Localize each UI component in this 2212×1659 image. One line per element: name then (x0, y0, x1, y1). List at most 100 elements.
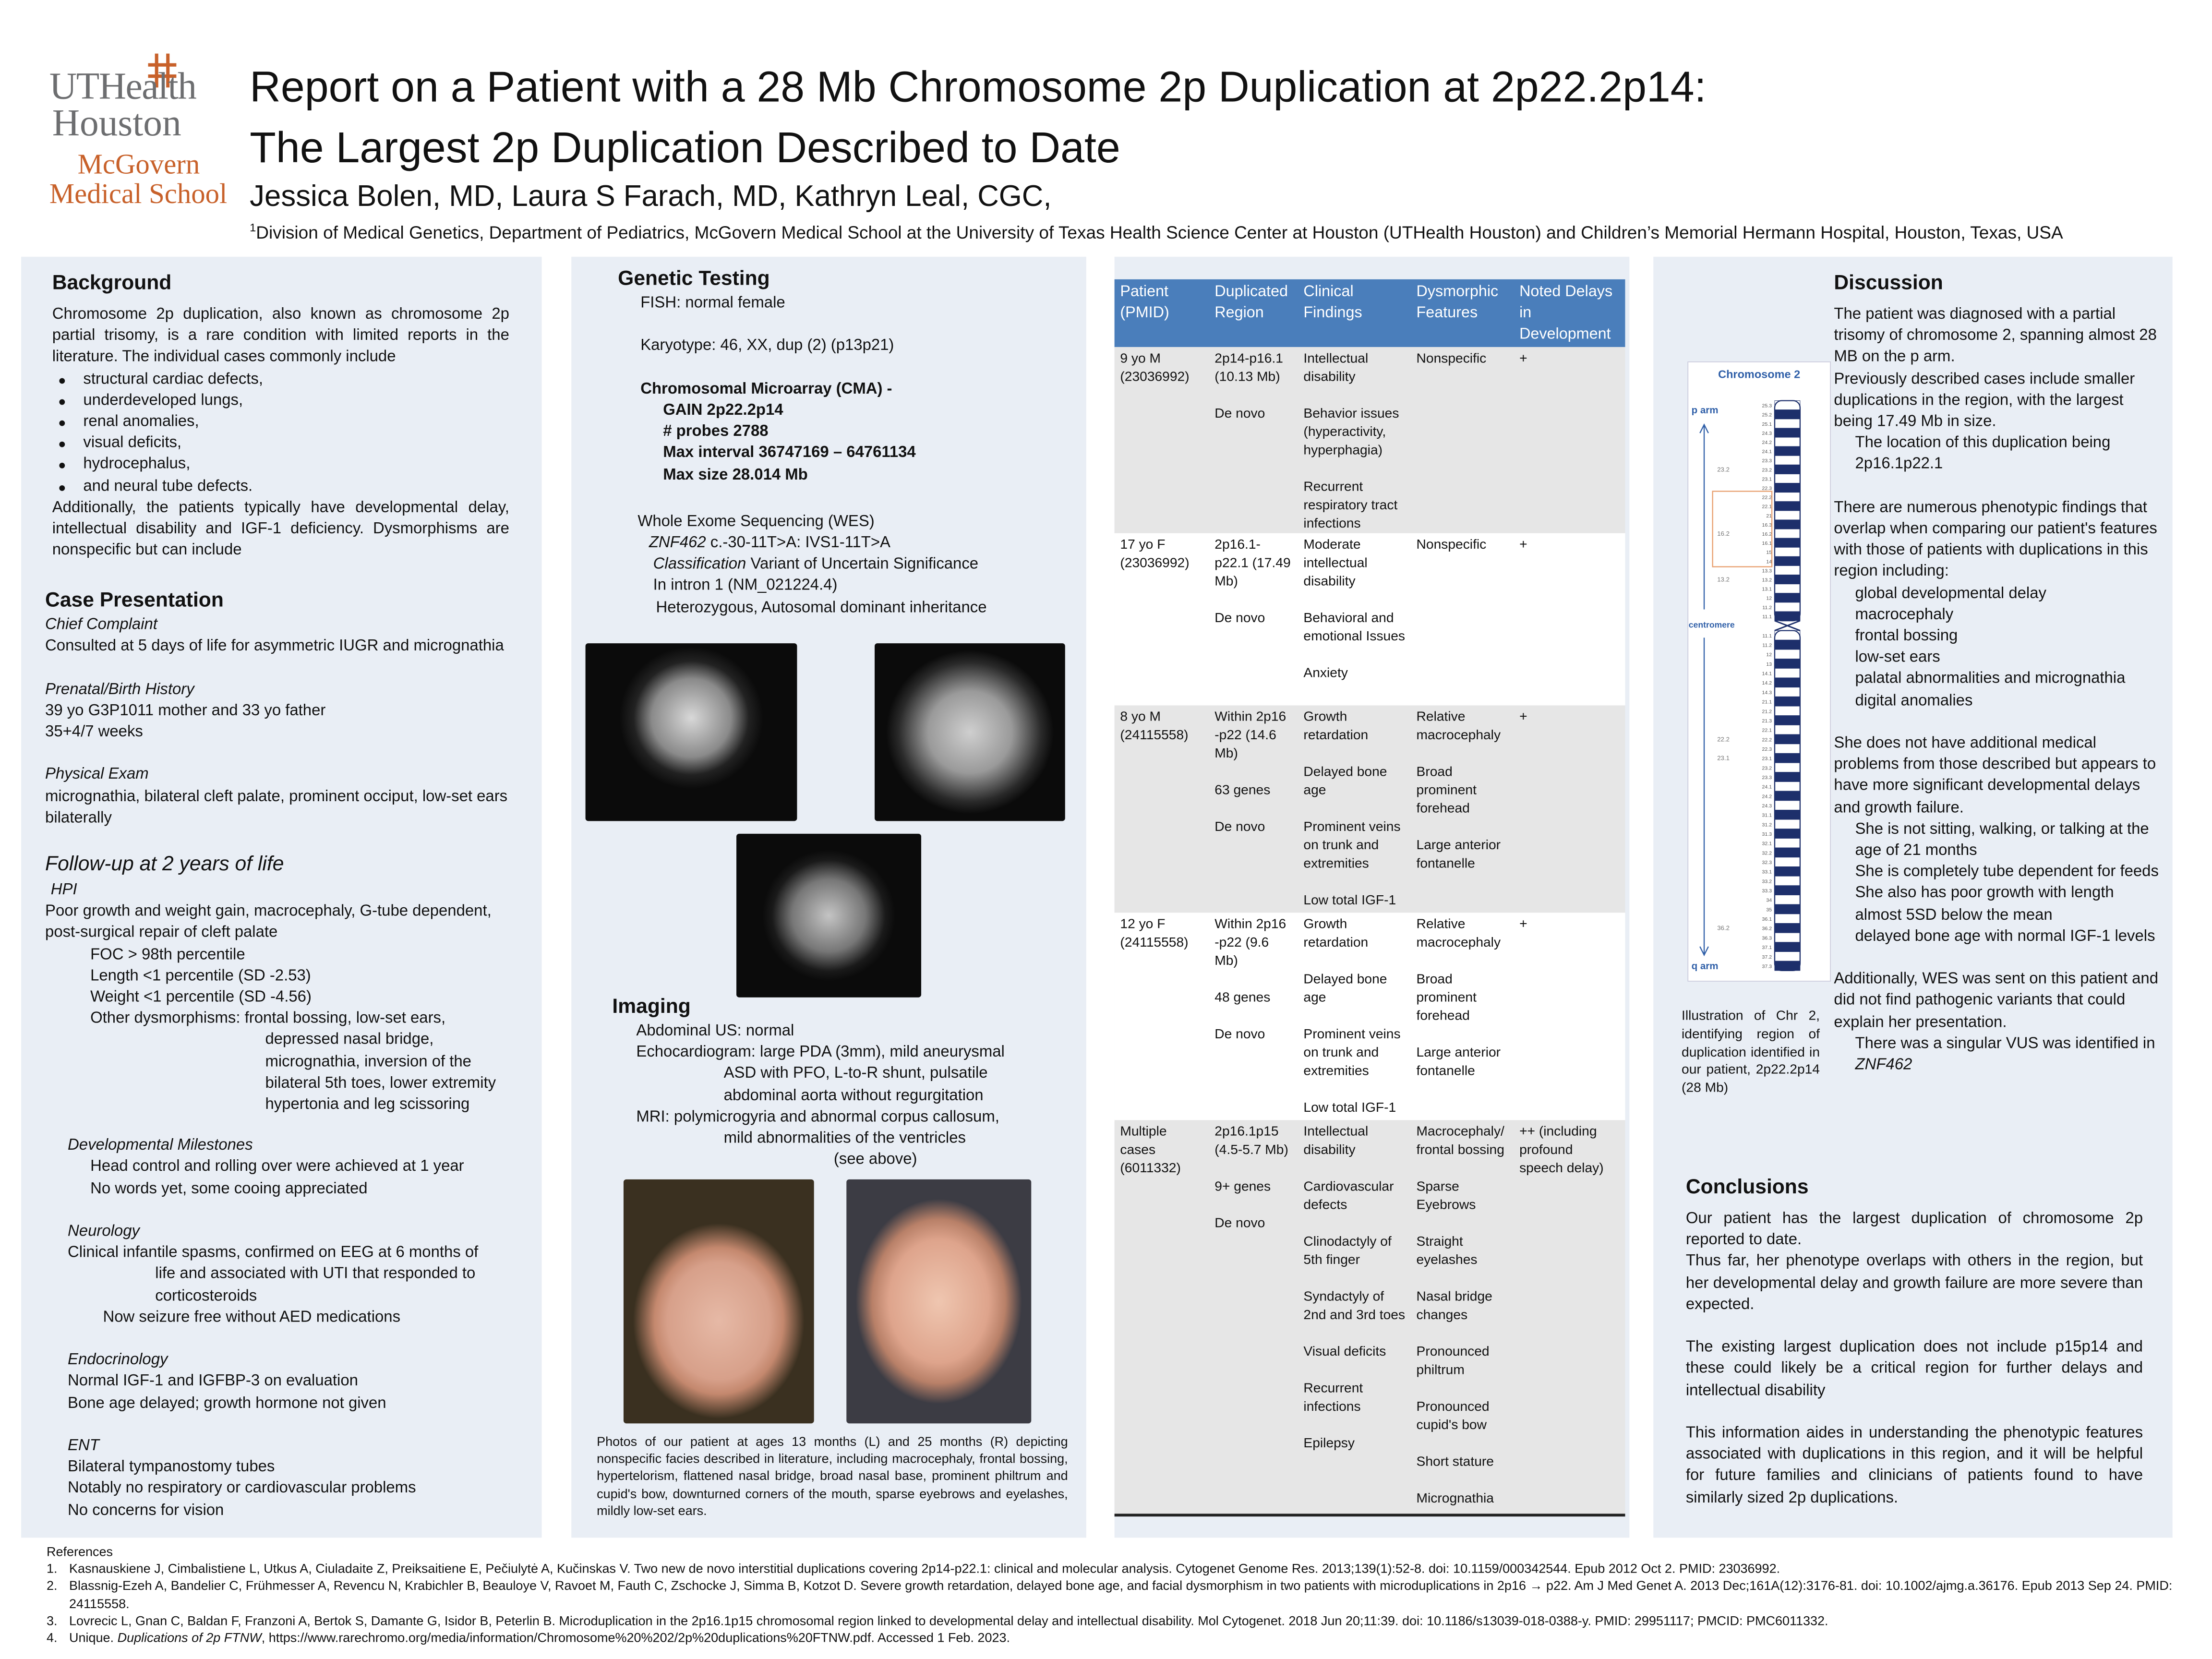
cell-text: 2p16.1p15 (4.5-5.7 Mb) (1214, 1124, 1288, 1158)
band-label: 31.2 (1762, 822, 1772, 828)
heading: Background (52, 272, 172, 295)
cell-text: 2p14-p16.1 (10.13 Mb) (1214, 351, 1283, 385)
block: Background Chromosome 2p duplication, al… (52, 269, 509, 562)
chromosome-band (1774, 809, 1801, 820)
bullet-item: hydrocephalus, (52, 455, 509, 477)
heading: Follow-up at 2 years of life (45, 853, 284, 876)
duplication-region (1712, 491, 1773, 567)
text: She does not have additional medical pro… (1834, 735, 2156, 817)
chromosome-band (1774, 923, 1801, 933)
cell-text: 8 yo M (24115558) (1120, 709, 1189, 744)
text: 39 yo G3P1011 mother and 33 yo father (45, 702, 326, 720)
table-cell: Intellectual disability Cardiovascular de… (1298, 1120, 1411, 1514)
block: There was a singular VUS was identified … (1834, 1034, 2161, 1077)
table-cell: Intellectual disability Behavior issues (… (1298, 347, 1411, 533)
band-label: 33.3 (1762, 888, 1772, 894)
logo-text: McGovern (77, 149, 200, 181)
chromosome-band (1774, 419, 1801, 429)
block: Imaging Abdominal US: normal Echocardiog… (612, 993, 1078, 1172)
chromosome-band (1774, 437, 1801, 447)
band-label: 23.3 (1762, 458, 1772, 464)
cell-text: 9+ genes (1214, 1179, 1271, 1195)
text: micrognathia, bilateral cleft palate, pr… (45, 788, 508, 827)
cell-text: ++ (including profound speech delay) (1519, 1124, 1604, 1177)
table-cell: Moderate intellectual disability Behavior… (1298, 533, 1411, 706)
table-cell: Nonspecific (1411, 347, 1514, 533)
band-label: 24.3 (1762, 431, 1772, 436)
chromosome-band (1774, 724, 1801, 735)
chromosome-outline (1774, 630, 1801, 972)
cell-text: Micrognathia (1416, 1491, 1494, 1507)
references-heading: References (46, 1544, 113, 1559)
table-cell: Relative macrocephaly Broad prominent for… (1411, 913, 1514, 1120)
chromosome-band (1774, 575, 1801, 585)
mri-image (585, 643, 797, 821)
band-label: 22.2 (1762, 737, 1772, 743)
chromosome-band (1774, 942, 1801, 952)
band-label: 21.3 (1762, 718, 1772, 724)
cell-text: Recurrent infections (1303, 1381, 1363, 1415)
table-cell: 17 yo F (23036992) (1115, 533, 1209, 706)
comparison-table: Patient (PMID) Duplicated Region Clinical … (1114, 279, 1625, 1521)
table-header-cell: Clinical Findings (1303, 283, 1362, 322)
band-label: 32.1 (1762, 841, 1772, 847)
text: Endocrinology (68, 1352, 168, 1369)
chromosome-band (1774, 446, 1801, 456)
chromosome-outline (1774, 400, 1801, 622)
band-label: 34 (1766, 898, 1772, 903)
text: This information aides in understanding … (1685, 1425, 2143, 1506)
list-item: She is completely tube dependent for fee… (1855, 864, 2159, 881)
list-item: low-set ears (1855, 649, 1940, 666)
panel-left: Background Chromosome 2p duplication, al… (21, 256, 542, 1538)
panel-right: Chromosome 2 25.3 25.2 25.1 24.3 24.2 24.1 23.3… (1653, 256, 2173, 1538)
cell-text: Delayed bone age (1303, 972, 1387, 1006)
band-label: 25.1 (1762, 421, 1772, 427)
text: Neurology (68, 1223, 140, 1240)
chromosome-band (1774, 687, 1801, 697)
affiliation-mark: 1 (250, 221, 256, 234)
cell-text: Low total IGF-1 (1303, 1100, 1396, 1116)
text: No words yet, some cooing appreciated (90, 1180, 368, 1197)
cell-text: Broad prominent forehead (1416, 764, 1477, 817)
band-label: 32.2 (1762, 850, 1772, 856)
chromosome-band (1774, 800, 1801, 810)
chromosome-band (1774, 584, 1801, 594)
block: 1. Kasnauskiene J, Cimbalistiene L, Utkus… (47, 1561, 2177, 1647)
block: global developmental delay macrocephaly fr… (1834, 584, 2161, 712)
table-cell: Multiple cases (6011332) (1115, 1120, 1209, 1514)
band-label: 14.1 (1762, 671, 1772, 677)
chromosome-band (1774, 791, 1801, 801)
cell-text: Broad prominent forehead (1416, 972, 1477, 1024)
table-cell: 8 yo M (24115558) (1115, 705, 1209, 913)
text: Chromosome 2p duplication, also known as… (52, 306, 509, 366)
arrow (1699, 423, 1709, 610)
cell-text: + (1519, 709, 1527, 725)
band-label: 24.3 (1762, 803, 1772, 809)
ideogram-title: Chromosome 2 (1718, 368, 1800, 381)
table-cell: Macrocephaly/ frontal bossing Sparse Eyeb… (1411, 1120, 1514, 1514)
cell-text: 9 yo M (23036992) (1120, 351, 1190, 385)
text: ASD with PFO, L-to-R shunt, pulsatile (723, 1065, 988, 1083)
cell-text: Epilepsy (1303, 1436, 1355, 1452)
cell-text: Low total IGF-1 (1303, 893, 1396, 909)
table-row (1114, 913, 1625, 1122)
cell-text: Growth retardation (1303, 709, 1369, 744)
text: GAIN 2p22.2p14 (663, 402, 783, 419)
text: Karyotype: 46, XX, dup (2) (p13p21) (640, 337, 894, 355)
reference-text: Unique. Duplications of 2p FTNW, https:/… (69, 1629, 1010, 1647)
band-label: 33.2 (1762, 878, 1772, 884)
chromosome-band (1774, 762, 1801, 773)
cell-text: De novo (1214, 611, 1265, 626)
text: Chromosomal Microarray (CMA) - (640, 380, 892, 398)
band-label: 23.2 (1762, 765, 1772, 771)
cell-text: Relative macrocephaly (1416, 917, 1501, 951)
table-cell: + (1514, 705, 1625, 913)
table-header-cell: Duplicated Region (1214, 283, 1288, 322)
text: In intron 1 (NM_021224.4) (653, 577, 838, 595)
bullet-item: underdeveloped lungs, (52, 390, 509, 412)
cell-text: Anxiety (1303, 666, 1348, 682)
table-cell: Nonspecific (1411, 533, 1514, 706)
chromosome-band (1774, 538, 1801, 548)
text: Additionally, WES was sent on this patie… (1834, 971, 2159, 1031)
